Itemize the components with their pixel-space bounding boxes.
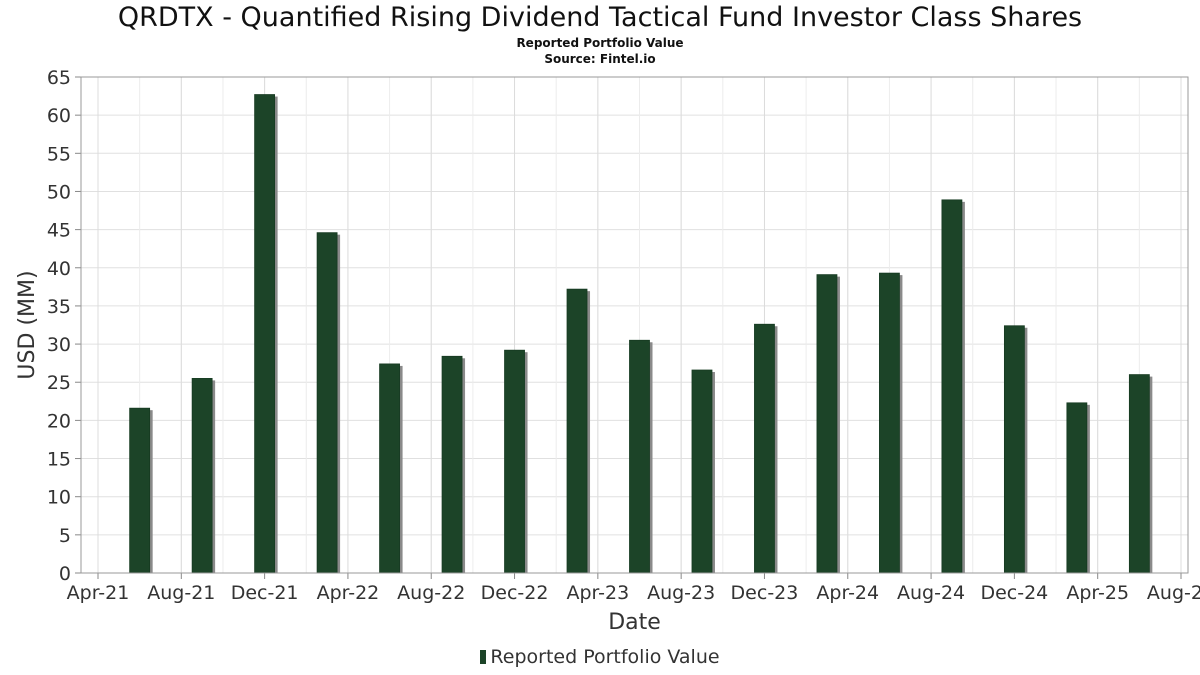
bar — [129, 407, 151, 574]
y-tick-label: 35 — [47, 296, 71, 318]
bar — [316, 232, 338, 574]
y-tick-label: 65 — [47, 67, 71, 89]
bar — [629, 339, 650, 574]
bar — [1128, 374, 1150, 574]
bar — [441, 355, 463, 574]
chart-title: QRDTX - Quantified Rising Dividend Tacti… — [117, 2, 1083, 33]
bar — [941, 199, 963, 574]
x-tick-label: Aug-25 — [1147, 582, 1200, 604]
x-tick-label: Aug-21 — [147, 582, 215, 604]
x-tick-label: Dec-21 — [231, 582, 299, 604]
y-tick-label: 45 — [47, 220, 71, 242]
x-tick-label: Apr-25 — [1066, 582, 1129, 604]
x-tick-label: Apr-22 — [317, 582, 380, 604]
y-axis-title: USD (MM) — [15, 270, 40, 379]
legend-swatch — [480, 650, 487, 664]
x-tick-label: Dec-22 — [481, 582, 549, 604]
x-tick-label: Dec-23 — [731, 582, 799, 604]
bar — [254, 94, 276, 574]
bar — [1066, 402, 1088, 574]
x-tick-label: Apr-23 — [567, 582, 630, 604]
chart-source: Source: Fintel.io — [544, 52, 656, 66]
x-tick-label: Aug-23 — [647, 582, 715, 604]
bar — [379, 363, 400, 574]
x-tick-label: Apr-24 — [816, 582, 879, 604]
bar — [754, 323, 775, 574]
bar — [691, 369, 713, 574]
bar — [504, 349, 525, 574]
x-tick-label: Apr-21 — [67, 582, 130, 604]
bar — [816, 274, 838, 574]
x-tick-label: Dec-24 — [980, 582, 1048, 604]
y-tick-label: 55 — [47, 143, 71, 165]
x-tick-label: Aug-22 — [397, 582, 465, 604]
y-tick-label: 20 — [47, 410, 71, 432]
bar — [879, 272, 900, 574]
y-tick-label: 40 — [47, 258, 71, 280]
plot-border — [80, 76, 1189, 574]
chart-subtitle: Reported Portfolio Value — [516, 36, 684, 50]
y-tick-label: 0 — [59, 563, 71, 585]
bar — [566, 288, 588, 574]
legend: Reported Portfolio Value — [0, 646, 1200, 668]
x-tick-label: Aug-24 — [897, 582, 965, 604]
y-tick-label: 50 — [47, 181, 71, 203]
y-tick-label: 5 — [59, 525, 71, 547]
y-tick-label: 30 — [47, 334, 71, 356]
bar — [1003, 325, 1025, 574]
y-tick-label: 25 — [47, 372, 71, 394]
y-tick-label: 10 — [47, 487, 71, 509]
x-axis-title: Date — [608, 610, 661, 635]
y-tick-label: 15 — [47, 449, 71, 471]
bar — [191, 378, 213, 574]
legend-label: Reported Portfolio Value — [490, 646, 720, 668]
y-tick-label: 60 — [47, 105, 71, 127]
